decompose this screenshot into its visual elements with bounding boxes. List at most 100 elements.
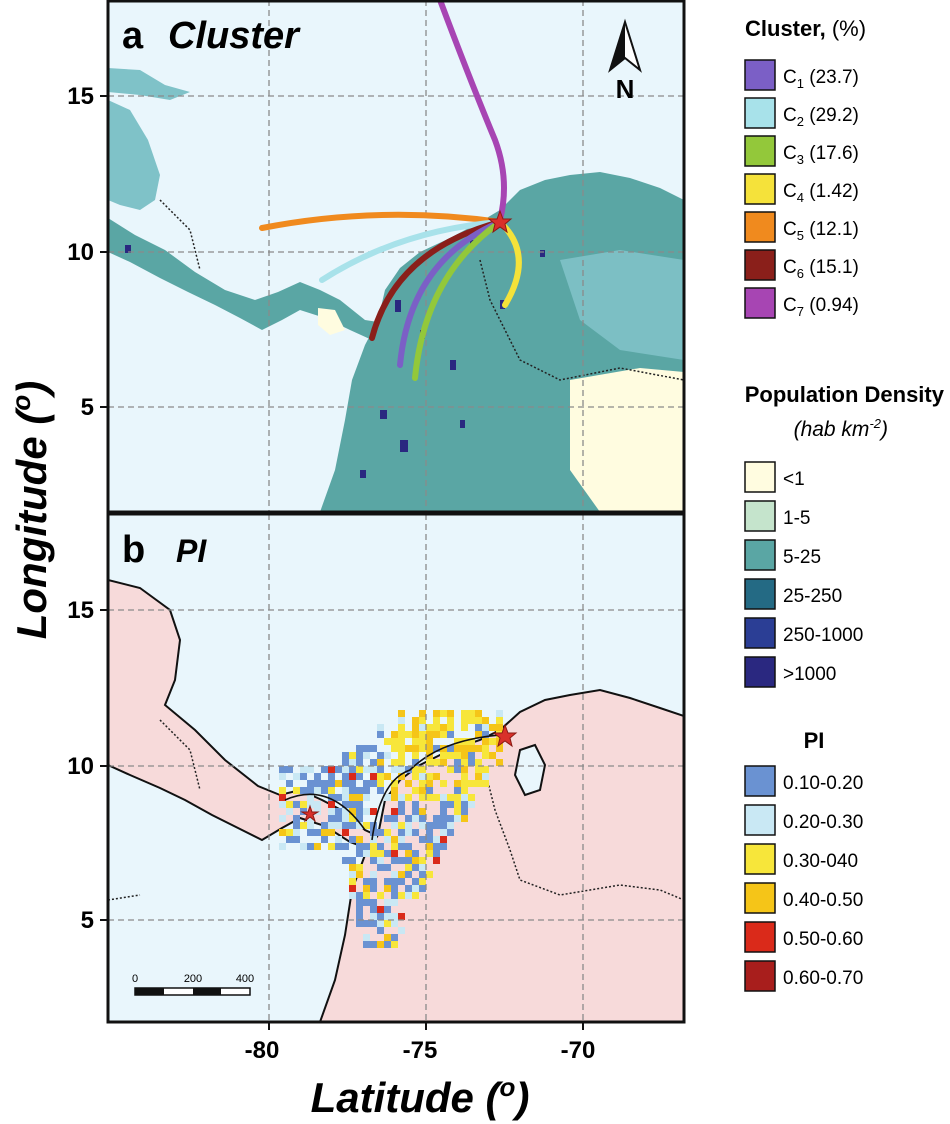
- legend-cluster-swatch-1: [744, 59, 776, 91]
- pi-cell: [496, 745, 503, 752]
- pi-cell: [405, 850, 412, 857]
- pi-cell: [293, 801, 300, 808]
- pi-cell: [398, 857, 405, 864]
- pi-cell: [461, 717, 468, 724]
- grid-lines-b: [108, 514, 684, 1022]
- pi-cell: [398, 822, 405, 829]
- pi-cell: [356, 913, 363, 920]
- pi-cell: [349, 808, 356, 815]
- pi-cell: [391, 766, 398, 773]
- legend-pi-swatch-4: [744, 882, 776, 914]
- legend-density-swatch-3: [744, 539, 776, 571]
- pi-cell: [279, 794, 286, 801]
- pi-cell: [398, 871, 405, 878]
- pi-cell: [307, 822, 314, 829]
- north-arrow: N: [608, 18, 642, 104]
- pi-cell: [447, 794, 454, 801]
- x-tick-minus80: -80: [245, 1037, 280, 1064]
- pi-cell: [342, 857, 349, 864]
- pi-cell: [461, 787, 468, 794]
- pi-cell: [335, 766, 342, 773]
- pi-cell: [412, 892, 419, 899]
- y-tick-15-a: 15: [67, 83, 94, 110]
- pi-cell: [391, 731, 398, 738]
- pi-cell: [412, 857, 419, 864]
- pi-cell: [279, 843, 286, 850]
- legend-cluster-label-5: C5 (12.1): [783, 219, 859, 243]
- legend-density-label-1: <1: [783, 469, 805, 490]
- pi-cell: [384, 899, 391, 906]
- pi-cell: [356, 920, 363, 927]
- pi-cell: [377, 913, 384, 920]
- pi-cell: [279, 787, 286, 794]
- pi-cell: [377, 927, 384, 934]
- pi-cell: [440, 815, 447, 822]
- pi-cell: [405, 829, 412, 836]
- pi-cell: [356, 850, 363, 857]
- pi-cell: [461, 710, 468, 717]
- pi-cell: [314, 843, 321, 850]
- lake-maracaibo: [513, 743, 547, 797]
- panel-b-overlay: 0 200 400 b PI: [108, 514, 684, 1022]
- pi-cell: [384, 794, 391, 801]
- pi-cell: [370, 941, 377, 948]
- pi-cell: [482, 724, 489, 731]
- pi-cell: [419, 717, 426, 724]
- pi-cell: [363, 941, 370, 948]
- pi-cell: [307, 843, 314, 850]
- pi-cell: [370, 808, 377, 815]
- panel-b-frame: [106, 512, 686, 1024]
- pi-cell: [391, 815, 398, 822]
- pi-cell: [433, 857, 440, 864]
- legend-cluster-swatch-5: [744, 211, 776, 243]
- pi-cell: [419, 710, 426, 717]
- scale-bar-label-200: 200: [184, 973, 202, 985]
- pi-cell: [398, 759, 405, 766]
- legend-cluster-swatch-3: [744, 135, 776, 167]
- pi-cell: [356, 899, 363, 906]
- pi-cell: [370, 773, 377, 780]
- pi-cell: [391, 808, 398, 815]
- pi-cell: [370, 913, 377, 920]
- pi-cell: [454, 808, 461, 815]
- pi-cell: [356, 745, 363, 752]
- pi-cell: [440, 710, 447, 717]
- legend-pi-swatch-1: [744, 765, 776, 797]
- pi-cell: [482, 766, 489, 773]
- legend-density-label-3: 5-25: [783, 547, 821, 568]
- pi-cell: [482, 745, 489, 752]
- pi-cell: [468, 780, 475, 787]
- pi-cell: [405, 822, 412, 829]
- pi-cell: [475, 731, 482, 738]
- x-tick-minus75: -75: [403, 1037, 438, 1064]
- pi-cell: [468, 759, 475, 766]
- pi-cell: [461, 815, 468, 822]
- scale-bar: 0 200 400: [132, 973, 254, 996]
- pi-cell: [384, 934, 391, 941]
- pi-cell: [370, 759, 377, 766]
- pi-cell: [475, 710, 482, 717]
- pi-cell: [412, 745, 419, 752]
- panel-a-title: Cluster: [168, 15, 301, 57]
- pi-cell: [363, 822, 370, 829]
- pi-cell: [363, 745, 370, 752]
- pi-cell: [405, 843, 412, 850]
- pi-cell: [356, 864, 363, 871]
- pi-cell: [363, 787, 370, 794]
- y-tick-10-b: 10: [67, 753, 94, 780]
- pi-cell: [349, 822, 356, 829]
- pi-cell: [398, 913, 405, 920]
- pi-cell: [363, 899, 370, 906]
- trajectory-c7: [437, 0, 507, 223]
- pi-cell: [377, 857, 384, 864]
- pi-cell: [391, 934, 398, 941]
- pi-cell: [398, 745, 405, 752]
- pi-cell: [391, 885, 398, 892]
- pi-cell: [468, 745, 475, 752]
- pi-cell: [342, 815, 349, 822]
- pi-cell: [286, 780, 293, 787]
- pi-cell: [426, 829, 433, 836]
- pi-cell: [475, 724, 482, 731]
- pi-cell: [426, 843, 433, 850]
